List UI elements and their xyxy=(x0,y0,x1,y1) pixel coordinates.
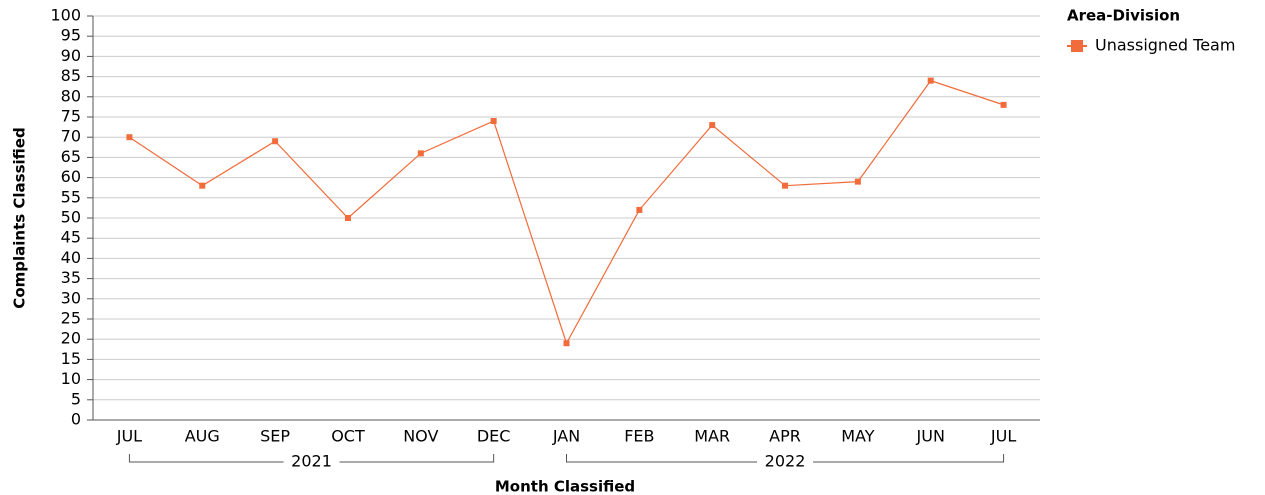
y-tick-label: 10 xyxy=(61,369,81,388)
x-tick-label: JAN xyxy=(552,427,580,446)
y-tick-label: 15 xyxy=(61,349,81,368)
y-tick-label: 90 xyxy=(61,46,81,65)
y-tick-label: 85 xyxy=(61,66,81,85)
x-tick-label: JUL xyxy=(116,427,142,446)
point xyxy=(927,77,934,84)
x-tick-label: JUL xyxy=(990,427,1016,446)
y-tick-label: 95 xyxy=(61,26,81,45)
point xyxy=(126,134,133,141)
y-tick-label: 55 xyxy=(61,187,81,206)
x-tick-label: NOV xyxy=(403,427,438,446)
point xyxy=(636,206,643,213)
y-tick-label: 35 xyxy=(61,268,81,287)
x-tick-label: OCT xyxy=(331,427,365,446)
point xyxy=(490,118,497,125)
x-tick-label: MAY xyxy=(841,427,875,446)
y-tick-label: 25 xyxy=(61,309,81,328)
y-tick-label: 50 xyxy=(61,208,81,227)
y-tick-label: 80 xyxy=(61,86,81,105)
legend-swatch xyxy=(1071,40,1083,52)
x-tick-label: FEB xyxy=(624,427,654,446)
point xyxy=(709,122,716,129)
y-tick-label: 75 xyxy=(61,107,81,126)
point xyxy=(563,340,570,347)
point xyxy=(1000,101,1007,108)
x-axis-label: Month Classified xyxy=(495,478,635,495)
point xyxy=(417,150,424,157)
x-tick-label: MAR xyxy=(694,427,730,446)
group-label: 2022 xyxy=(765,452,806,471)
point xyxy=(199,182,206,189)
y-tick-label: 5 xyxy=(71,389,81,408)
x-tick-label: SEP xyxy=(260,427,290,446)
group-bracket xyxy=(128,454,495,463)
y-tick-label: 65 xyxy=(61,147,81,166)
legend-title: Area-Division xyxy=(1067,7,1180,25)
x-tick-label: AUG xyxy=(185,427,220,446)
y-tick-label: 100 xyxy=(50,6,81,25)
y-tick-label: 60 xyxy=(61,167,81,186)
point xyxy=(782,182,789,189)
y-tick-label: 0 xyxy=(71,410,81,429)
x-tick-label: DEC xyxy=(477,427,511,446)
point xyxy=(854,178,861,185)
y-axis-label: Complaints Classified xyxy=(11,127,29,308)
x-tick-label: JUN xyxy=(916,427,945,446)
y-tick-label: 40 xyxy=(61,248,81,267)
y-tick-label: 20 xyxy=(61,329,81,348)
x-tick-label: APR xyxy=(769,427,801,446)
point xyxy=(344,215,351,221)
legend-label: Unassigned Team xyxy=(1095,36,1235,55)
y-tick-label: 70 xyxy=(61,127,81,146)
point xyxy=(272,138,279,145)
series-line xyxy=(129,79,1004,345)
group-label: 2021 xyxy=(291,452,332,471)
y-tick-label: 45 xyxy=(61,228,81,247)
group-bracket xyxy=(566,454,1005,463)
y-tick-label: 30 xyxy=(61,288,81,307)
